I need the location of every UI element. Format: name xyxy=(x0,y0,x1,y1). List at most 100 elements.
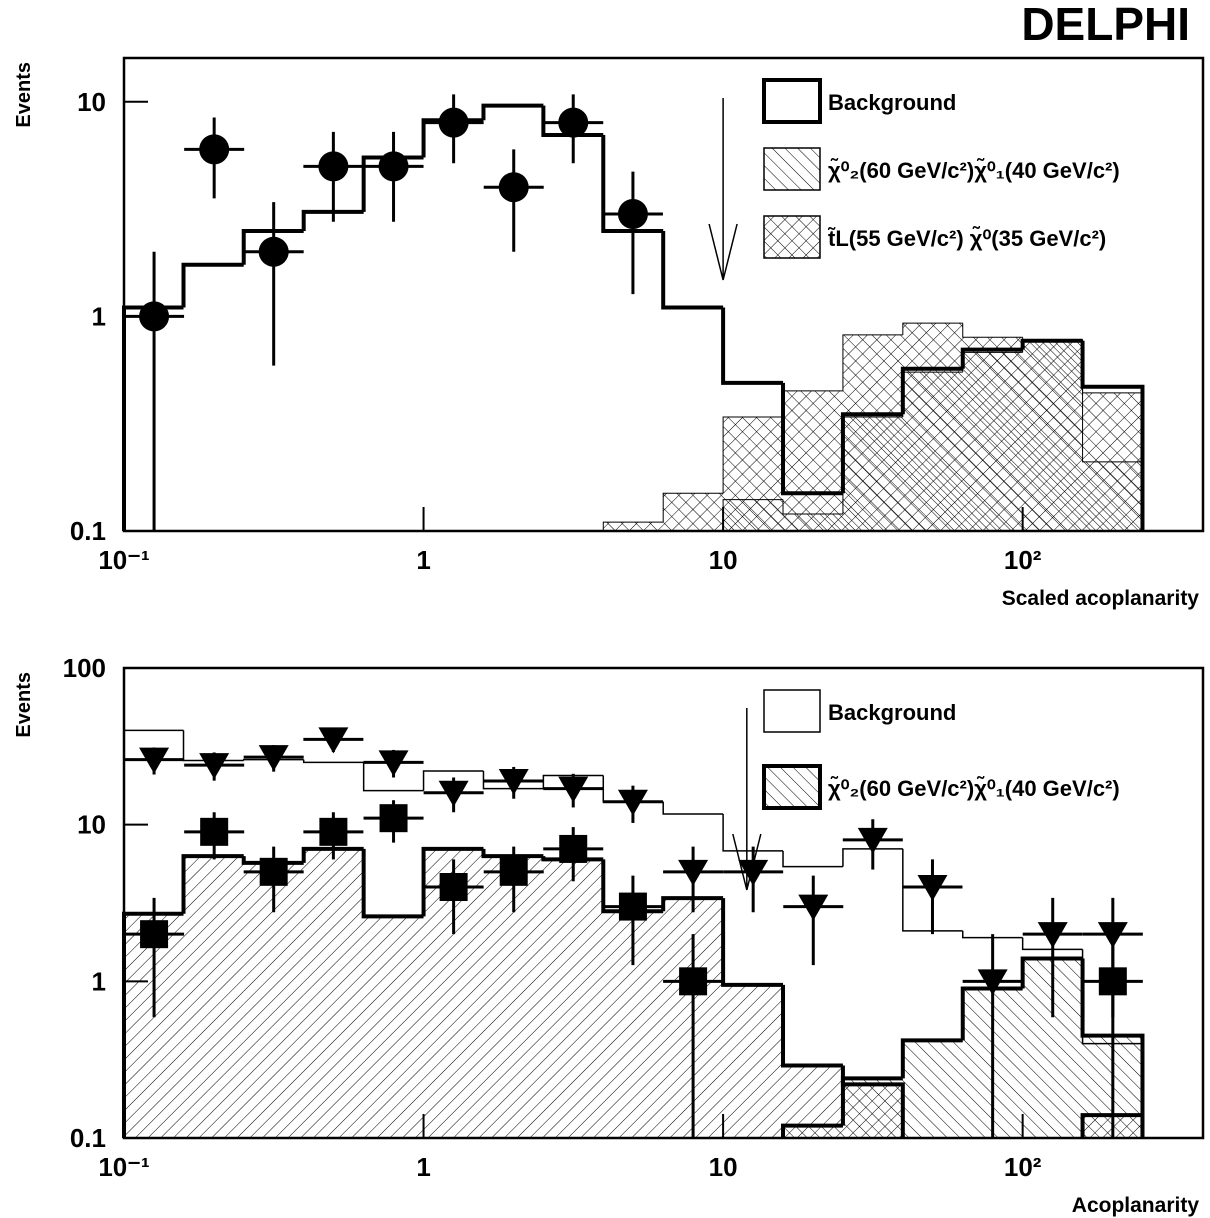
data-point xyxy=(199,753,230,780)
histogram-outline xyxy=(241,229,304,265)
data-point xyxy=(917,875,948,902)
histogram-outline xyxy=(962,930,1023,939)
legend-label: t̃L(55 GeV/c²) χ̃⁰(35 GeV/c²) xyxy=(828,226,1106,251)
histogram-outline xyxy=(661,896,724,912)
x-axis-label: Scaled acoplanarity xyxy=(1002,587,1200,610)
histogram-outline xyxy=(1020,956,1083,989)
histogram-outline xyxy=(721,307,784,385)
data-point xyxy=(319,817,348,846)
histogram-outline xyxy=(902,322,963,335)
data-point xyxy=(139,301,170,332)
histogram-outline xyxy=(482,771,544,790)
histogram-bin xyxy=(363,916,424,1138)
data-point xyxy=(378,750,409,777)
y-tick-label: 0.1 xyxy=(70,516,106,546)
data-point xyxy=(798,894,829,921)
data-point xyxy=(499,857,528,886)
histogram-outline xyxy=(1020,338,1083,350)
legend-swatch xyxy=(763,147,821,191)
histogram xyxy=(122,846,1145,1138)
histogram-outline xyxy=(361,848,424,919)
x-tick-label: 10² xyxy=(1004,1152,1042,1182)
data-point xyxy=(498,172,529,203)
histogram-outline xyxy=(421,846,484,917)
histogram-bin xyxy=(842,1084,903,1138)
histogram-bin xyxy=(842,416,903,531)
data-point xyxy=(318,727,349,754)
x-tick-label: 1 xyxy=(416,545,430,575)
y-tick-label: 10 xyxy=(77,810,106,840)
histogram-outline xyxy=(301,209,364,232)
legend-swatch xyxy=(762,78,822,124)
panel: 10⁻¹ 1 10 10² 0.1 1 10 100 Acoplanarity Events Bac… xyxy=(13,653,1205,1217)
data-point xyxy=(498,768,529,795)
x-tick-label: 10⁻¹ xyxy=(98,1152,149,1182)
histogram-bin xyxy=(543,859,604,1138)
data-point xyxy=(438,780,469,807)
histogram-bin xyxy=(902,372,963,531)
histogram-outline xyxy=(541,105,604,138)
panel: 10⁻¹ 1 10 10² 0.1 1 10 Scaled acoplanarity Event… xyxy=(13,56,1205,610)
y-tick-label: 10 xyxy=(77,87,106,117)
histogram-outline xyxy=(722,813,784,852)
histogram-outline xyxy=(902,848,963,932)
histogram-outline xyxy=(840,1065,905,1138)
legend-label: Background xyxy=(828,90,956,115)
histogram-outline xyxy=(900,1038,963,1079)
histogram-outline xyxy=(542,774,604,789)
y-tick-label: 1 xyxy=(92,301,106,331)
data-point xyxy=(559,834,588,863)
data-point xyxy=(438,107,469,138)
histogram-bin xyxy=(1082,461,1143,531)
x-axis-label: Acoplanarity xyxy=(1072,1194,1200,1217)
histogram-outline xyxy=(960,986,1023,1041)
cut-arrow xyxy=(732,708,762,891)
histogram-bin xyxy=(783,514,843,531)
data-point xyxy=(258,236,289,267)
data-point xyxy=(1037,922,1068,949)
histogram-outline xyxy=(962,323,1023,338)
y-tick-label: 1 xyxy=(92,966,106,996)
plot-frame xyxy=(122,56,1205,533)
data-point xyxy=(679,967,708,996)
histogram-bin xyxy=(723,984,784,1138)
data-point xyxy=(618,892,647,921)
histogram-bin xyxy=(603,522,664,531)
data-point xyxy=(738,859,769,886)
x-tick-label: 10² xyxy=(1004,545,1042,575)
histogram-bin xyxy=(783,390,843,531)
histogram-outline xyxy=(782,850,843,868)
data-point xyxy=(200,817,229,846)
y-tick-label: 0.1 xyxy=(70,1123,106,1153)
histogram-bin xyxy=(663,493,724,531)
histogram-outline xyxy=(661,231,724,310)
cut-arrow xyxy=(708,98,738,281)
plot-frame xyxy=(122,666,1205,1140)
histogram-outline xyxy=(422,770,484,791)
data-point xyxy=(139,747,170,774)
data-point xyxy=(318,151,349,182)
legend-swatch xyxy=(763,215,821,259)
chart-title: DELPHI xyxy=(1021,0,1190,50)
data-point xyxy=(617,789,648,816)
data-point xyxy=(1098,967,1127,996)
x-tick-label: 1 xyxy=(416,1152,430,1182)
data-point xyxy=(199,134,230,165)
data-point xyxy=(258,745,289,772)
histogram-outline xyxy=(900,366,963,415)
histogram-outline xyxy=(601,135,664,234)
histogram-outline xyxy=(481,848,544,859)
x-tick-label: 10⁻¹ xyxy=(98,545,149,575)
y-axis-label: Events xyxy=(13,672,35,738)
histogram-bin xyxy=(723,499,784,531)
histogram-outline xyxy=(662,801,724,815)
data-point xyxy=(379,804,408,833)
histogram-outline xyxy=(781,984,843,1068)
legend-label: χ̃⁰₂(60 GeV/c²)χ̃⁰₁(40 GeV/c²) xyxy=(828,158,1120,183)
histogram-outline xyxy=(181,854,244,914)
histogram-outline xyxy=(302,759,364,764)
legend-label: Background xyxy=(828,700,956,725)
histogram-outline xyxy=(662,492,724,523)
histogram-outline xyxy=(362,762,424,792)
histogram xyxy=(722,340,1143,531)
